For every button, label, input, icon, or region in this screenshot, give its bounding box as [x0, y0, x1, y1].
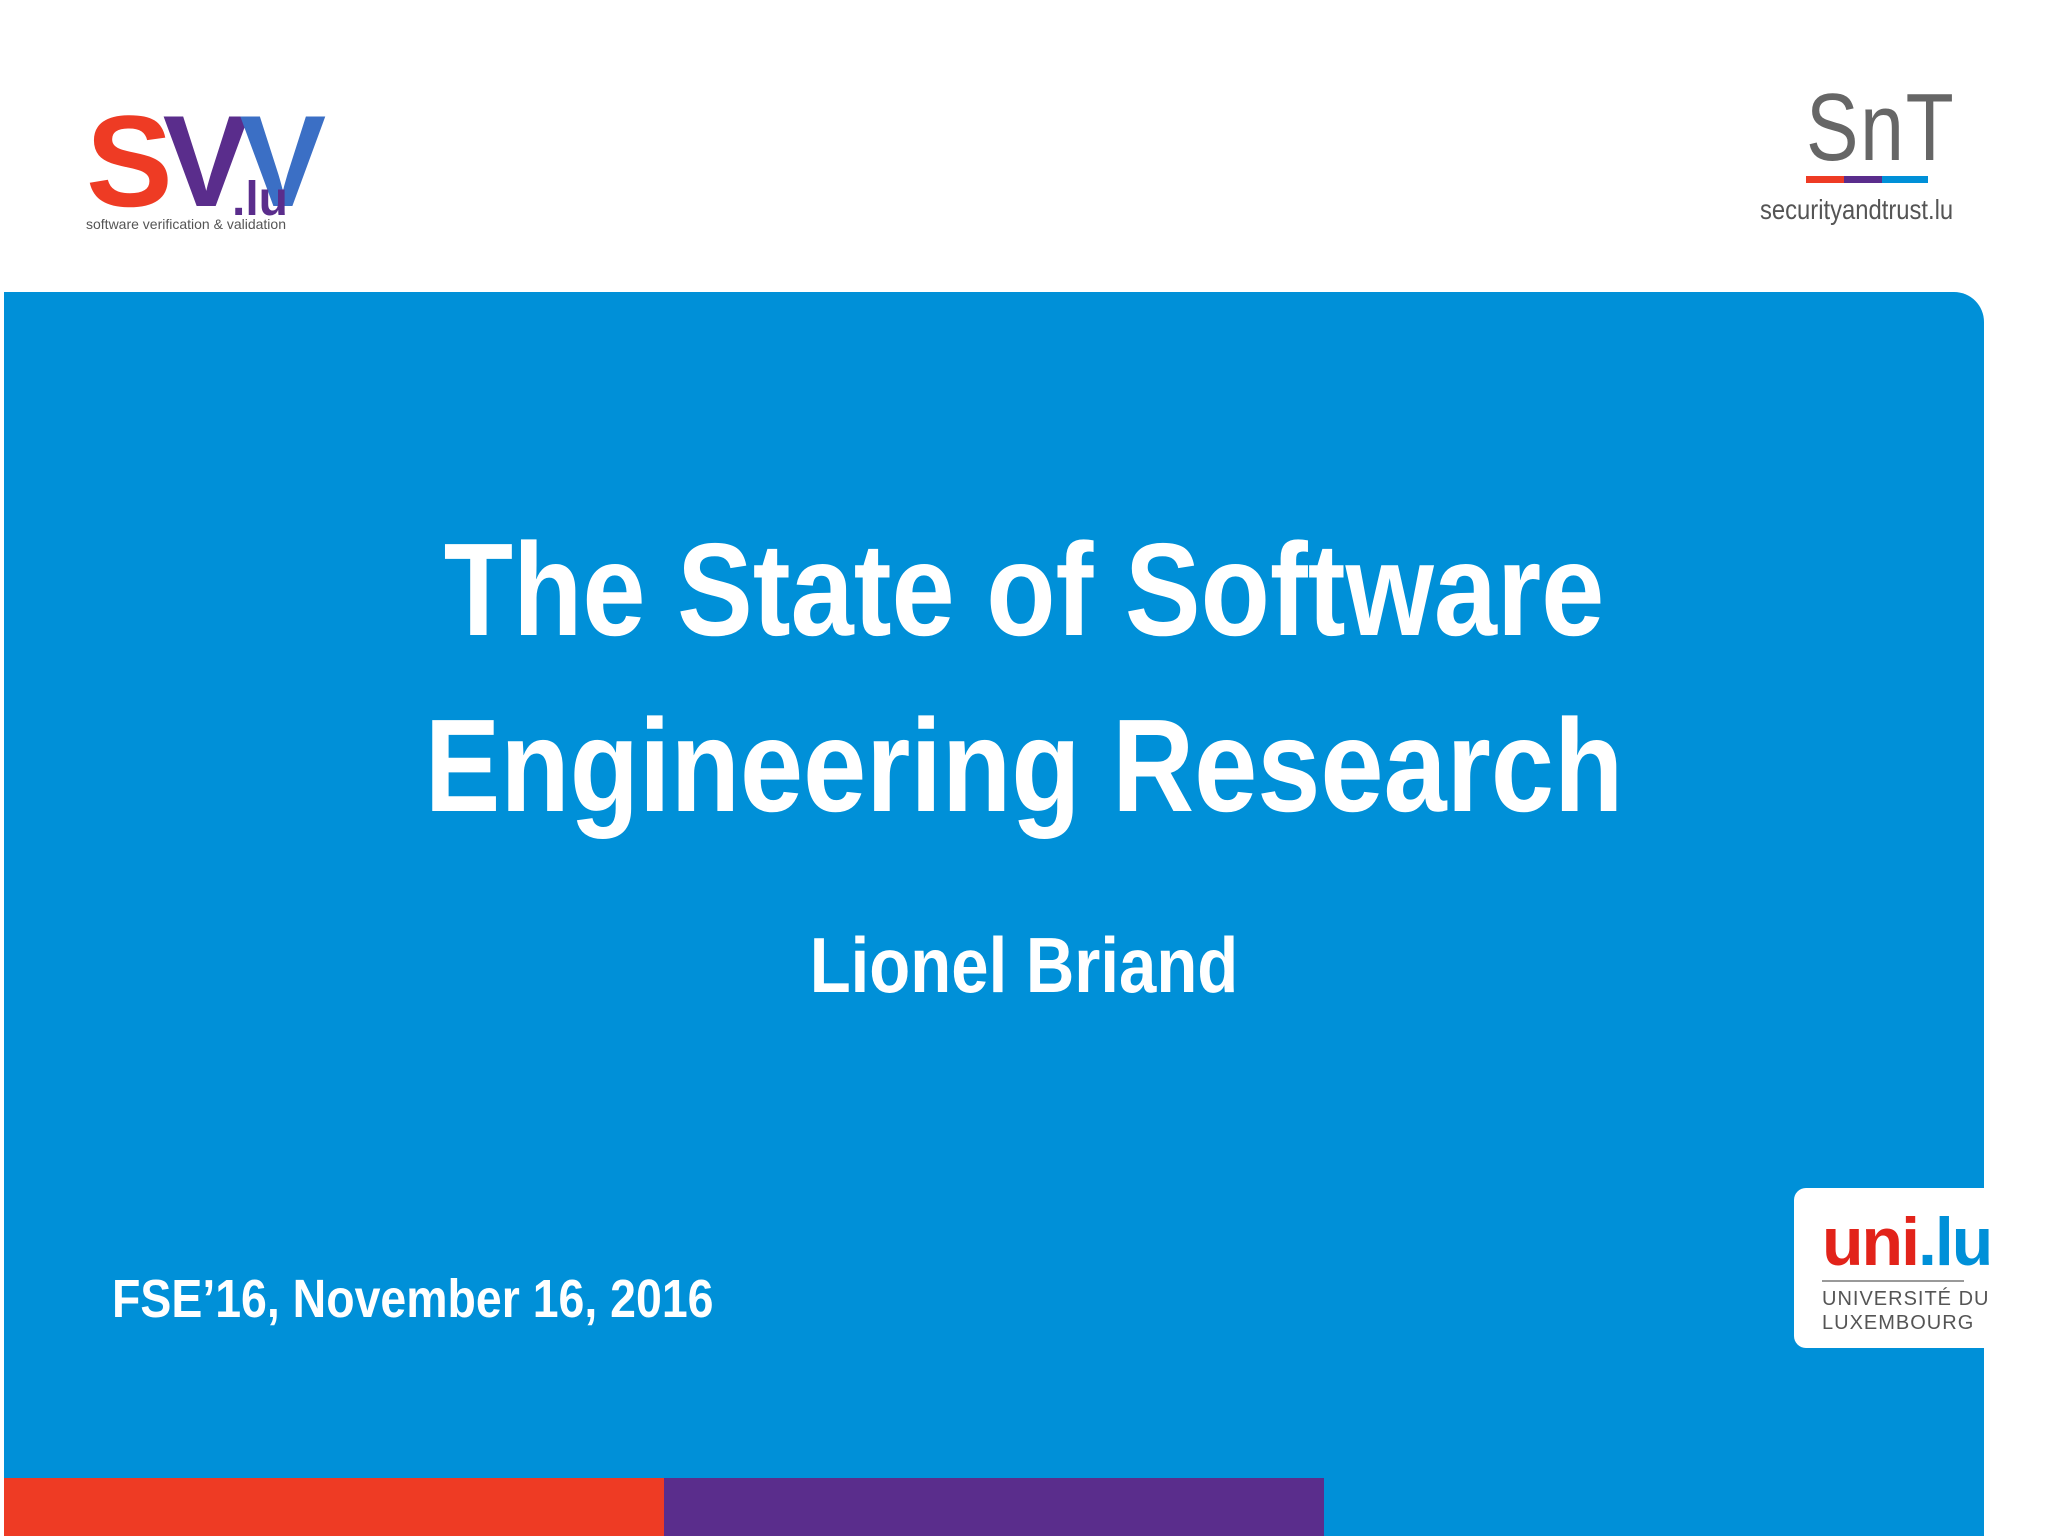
slide-title-line-2: Engineering Research: [424, 692, 1624, 839]
unilu-divider: [1822, 1280, 1964, 1282]
svv-logo-suffix: .lu: [232, 173, 288, 226]
bottom-stripe-red: [4, 1478, 664, 1536]
bottom-stripe-purple: [664, 1478, 1324, 1536]
svv-logo: SVV .lu software verification & validati…: [86, 96, 326, 236]
unilu-wordmark: uni.lu: [1822, 1204, 1993, 1280]
unilu-logo: uni.lu UNIVERSITÉ DU LUXEMBOURG: [1794, 1188, 1993, 1348]
snt-logo: SnT securityandtrust.lu: [1760, 80, 1980, 230]
title-panel: [4, 292, 1984, 1536]
unilu-text-line-2: LUXEMBOURG: [1822, 1312, 1975, 1334]
slide-title-line-1: The State of Software: [443, 516, 1605, 663]
slide-title: The State of Software Engineering Resear…: [143, 502, 1904, 854]
snt-url: securityandtrust.lu: [1760, 194, 1954, 225]
svv-logo-tagline: software verification & validation: [86, 216, 286, 232]
snt-bar-purple: [1844, 176, 1882, 183]
unilu-text-line-1: UNIVERSITÉ DU: [1822, 1288, 1990, 1310]
svv-logo-mark: SVV: [86, 88, 326, 234]
snt-wordmark: SnT: [1806, 74, 1956, 181]
snt-bar-red: [1806, 176, 1844, 183]
slide-author: Lionel Briand: [809, 921, 1239, 1009]
slide-date: FSE’16, November 16, 2016: [112, 1269, 714, 1329]
snt-bar-blue: [1882, 176, 1928, 183]
